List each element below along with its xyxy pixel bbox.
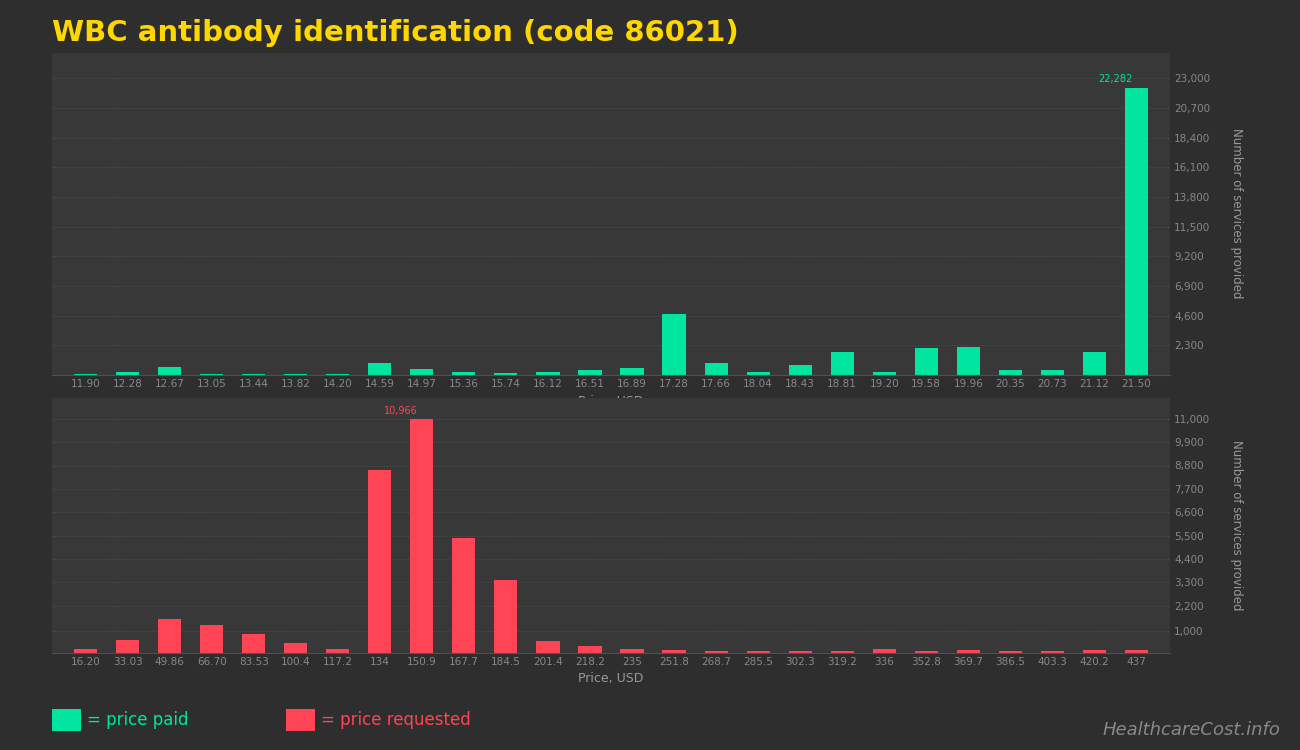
Bar xyxy=(326,374,350,375)
Bar xyxy=(1083,352,1106,375)
Bar xyxy=(872,649,896,652)
Bar xyxy=(1124,88,1148,375)
Bar xyxy=(494,580,517,652)
Bar xyxy=(663,650,685,652)
Bar xyxy=(998,651,1022,652)
Bar xyxy=(620,649,644,652)
Bar xyxy=(872,373,896,375)
Bar xyxy=(663,314,685,375)
Bar xyxy=(578,370,602,375)
X-axis label: Price, USD: Price, USD xyxy=(578,394,644,408)
Bar xyxy=(494,373,517,375)
Bar xyxy=(74,650,98,652)
Bar xyxy=(705,364,728,375)
Bar xyxy=(242,374,265,375)
Bar xyxy=(746,372,770,375)
Y-axis label: Number of services provided: Number of services provided xyxy=(1230,440,1243,610)
Bar xyxy=(620,368,644,375)
Bar xyxy=(957,650,980,652)
Text: HealthcareCost.info: HealthcareCost.info xyxy=(1102,721,1280,739)
Bar xyxy=(1041,651,1063,652)
Bar xyxy=(578,646,602,652)
Bar xyxy=(159,619,181,652)
Bar xyxy=(285,374,307,375)
Text: = price requested: = price requested xyxy=(321,711,471,729)
Text: 10,966: 10,966 xyxy=(384,406,417,416)
Bar xyxy=(116,373,139,375)
Bar xyxy=(411,369,433,375)
Bar xyxy=(831,352,854,375)
Bar xyxy=(368,364,391,375)
Bar xyxy=(957,346,980,375)
Bar xyxy=(200,374,224,375)
Bar xyxy=(915,651,937,652)
Bar xyxy=(537,373,559,375)
Text: WBC antibody identification (code 86021): WBC antibody identification (code 86021) xyxy=(52,19,738,46)
Bar xyxy=(831,651,854,652)
Bar xyxy=(159,368,181,375)
Bar xyxy=(368,470,391,652)
Bar xyxy=(74,374,98,375)
Text: = price paid: = price paid xyxy=(87,711,188,729)
Bar xyxy=(452,373,476,375)
Bar xyxy=(411,419,433,652)
Bar xyxy=(242,634,265,652)
Bar xyxy=(789,364,811,375)
Bar xyxy=(285,643,307,652)
Bar xyxy=(537,640,559,652)
Text: 22,282: 22,282 xyxy=(1098,74,1132,84)
X-axis label: Price, USD: Price, USD xyxy=(578,672,644,686)
Bar xyxy=(200,625,224,652)
Bar xyxy=(1041,370,1063,375)
Bar xyxy=(1124,650,1148,652)
Bar xyxy=(116,640,139,652)
Bar xyxy=(326,649,350,652)
Bar xyxy=(452,538,476,652)
Bar xyxy=(915,348,937,375)
Bar xyxy=(1083,650,1106,652)
Y-axis label: Number of services provided: Number of services provided xyxy=(1230,128,1243,299)
Bar xyxy=(998,370,1022,375)
